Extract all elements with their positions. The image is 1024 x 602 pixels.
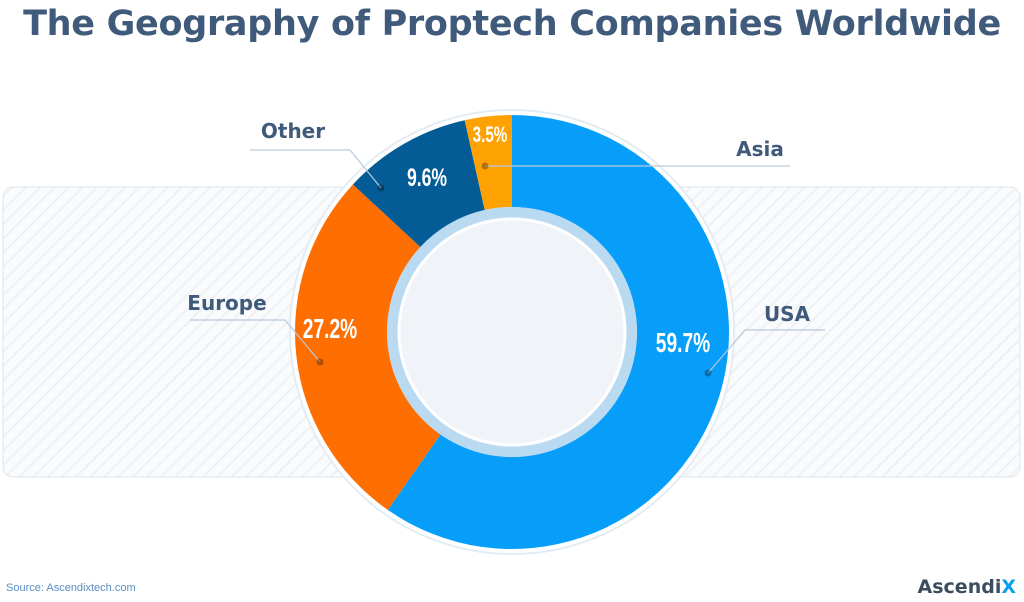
data-label-asia: 3.5% xyxy=(473,122,508,146)
category-label-usa: USA xyxy=(764,302,811,326)
leader-line-usa xyxy=(707,329,825,374)
data-label-other: 9.6% xyxy=(407,163,447,192)
slice-asia xyxy=(464,115,512,211)
category-label-other: Other xyxy=(261,119,325,143)
data-label-usa: 59.7% xyxy=(656,328,710,359)
chart-title: The Geography of Proptech Companies Worl… xyxy=(23,4,1001,44)
slice-europe xyxy=(294,184,441,510)
slice-usa xyxy=(387,115,730,549)
slice-other xyxy=(352,120,485,248)
ascendix-logo: AscendiX xyxy=(917,576,1016,598)
leader-dot-europe xyxy=(316,358,324,366)
leader-dot-other xyxy=(377,184,385,192)
category-label-europe: Europe xyxy=(187,291,266,315)
source-note: Source: Ascendixtech.com xyxy=(6,582,136,594)
leader-line-europe xyxy=(190,319,321,363)
leader-dot-asia xyxy=(481,162,489,170)
leader-dot-usa xyxy=(704,369,712,377)
leader-line-other xyxy=(250,149,382,189)
category-label-asia: Asia xyxy=(736,137,784,161)
inner-circle xyxy=(397,217,627,447)
data-label-europe: 27.2% xyxy=(303,314,357,345)
